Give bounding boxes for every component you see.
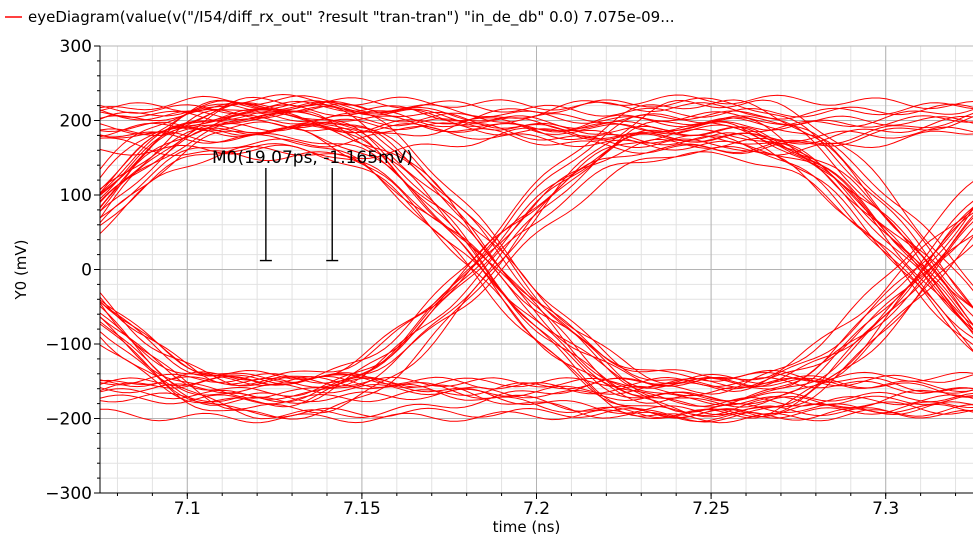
eye-trace [100,143,973,393]
eye-trace [100,96,973,212]
x-tick-label: 7.2 [523,499,550,519]
eye-trace [100,296,973,394]
eye-trace [100,145,973,407]
eye-trace [100,103,973,331]
eye-trace [100,109,973,406]
eye-trace [100,114,973,331]
eye-trace [100,373,973,419]
eye-trace [100,244,973,419]
eye-trace [100,93,973,390]
eye-trace [100,131,973,417]
eye-trace [100,102,973,414]
eye-trace [100,234,973,397]
y-tick-label: −100 [45,335,92,355]
eye-trace [100,121,973,418]
eye-trace [100,108,973,423]
eye-trace [100,132,973,408]
eye-trace [100,208,973,424]
eye-traces [100,93,973,424]
eye-trace [100,102,973,403]
eye-trace [100,95,973,326]
eye-trace [100,291,973,389]
marker-group: M0(19.07ps, -1.165mV) [212,148,413,262]
legend-label: eyeDiagram(value(v("/I54/diff_rx_out" ?r… [28,8,675,27]
axes: −300 −200 −100 0 100 200 300 7.1 7.15 7.2 7.25 7.3 t… [12,37,973,536]
y-tick-label: −300 [45,484,92,504]
eye-trace [100,94,973,219]
eye-trace [100,97,973,308]
x-tick-label: 7.1 [174,499,201,519]
eye-trace [100,180,973,403]
eye-trace [100,109,973,224]
eye-trace [100,111,973,308]
legend: eyeDiagram(value(v("/I54/diff_rx_out" ?r… [5,8,675,27]
y-tick-label: 0 [81,261,92,281]
eye-trace [100,144,973,403]
x-axis-label: time (ns) [493,518,561,536]
eye-trace [100,112,973,388]
eye-trace [100,123,973,393]
eye-trace [100,99,973,385]
y-axis-label: Y0 (mV) [12,239,30,300]
x-tick-label: 7.3 [872,499,899,519]
eye-trace [100,126,973,397]
y-tick-label: 200 [60,112,92,132]
eye-trace [100,99,973,414]
x-tick-label: 7.25 [692,499,730,519]
eye-trace [100,110,973,155]
eye-trace [100,115,973,420]
eye-trace [100,131,973,382]
y-tick-label: 300 [60,37,92,57]
y-tick-label: 100 [60,186,92,206]
eye-trace [100,115,973,400]
eye-trace [100,104,973,346]
eye-trace [100,312,973,419]
eye-trace [100,130,973,387]
eye-trace [100,118,973,308]
y-tick-label: −200 [45,410,92,430]
eye-trace [100,151,973,399]
eye-trace [100,305,973,420]
marker-label: M0(19.07ps, -1.165mV) [212,148,413,168]
eye-trace [100,110,973,424]
eye-trace [100,111,973,408]
eye-trace [100,375,973,419]
eye-trace [100,112,973,335]
eye-trace [100,100,973,287]
eye-trace [100,208,973,405]
x-tick-label: 7.15 [343,499,381,519]
eye-trace [100,100,973,333]
eye-trace [100,109,973,408]
eye-trace [100,126,973,415]
